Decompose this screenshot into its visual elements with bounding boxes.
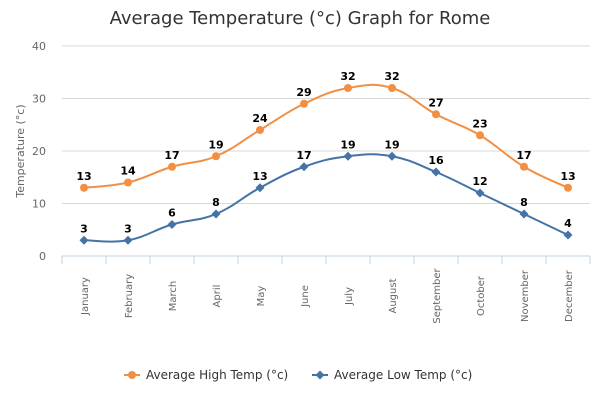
x-tick-label: September [432,267,443,323]
x-tick-label: April [212,285,223,308]
series-2-point[interactable] [167,220,177,229]
series-2-data-label: 3 [80,222,88,235]
series-1-data-label: 13 [560,170,575,183]
legend[interactable]: Average High Temp (°c) Average Low Temp (… [124,368,472,382]
series-2-data-label: 3 [124,222,132,235]
series-1-data-label: 24 [252,112,268,125]
series-2-data-label: 8 [520,196,528,209]
series-1-point[interactable] [520,162,528,171]
y-tick-label: 10 [32,198,46,211]
x-tick-label: July [344,287,355,306]
legend-marker [315,370,325,380]
series-1-point[interactable] [256,126,264,134]
legend-item-2[interactable]: Average Low Temp (°c) [312,368,472,382]
series-1-point[interactable] [124,178,132,187]
y-axis-label: Temperature (°c) [14,104,27,198]
y-axis-ticks: 0 10 20 30 40 [32,40,46,263]
x-tick-label: August [388,278,399,313]
series-1-data-label: 32 [384,70,399,83]
series-2-point[interactable] [79,235,89,245]
y-tick-label: 40 [32,40,46,53]
series-2-point[interactable] [519,209,529,219]
series-2 [79,151,573,245]
x-axis: January February March April May June July Augu… [61,255,591,324]
x-tick-label: June [300,285,311,308]
series-1-point[interactable] [388,84,396,92]
series-2-data-label: 17 [296,149,311,162]
series-2-point[interactable] [255,183,265,193]
x-tick-label: May [256,286,267,307]
legend-label: Average Low Temp (°c) [334,368,472,382]
x-tick-label: March [168,281,179,311]
series-1-data-label: 29 [296,86,311,99]
series-2-point[interactable] [123,235,133,245]
legend-item-1[interactable]: Average High Temp (°c) [124,368,288,382]
chart-title: Average Temperature (°c) Graph for Rome [110,8,491,29]
series-1-point[interactable] [212,152,220,161]
series-2-point[interactable] [431,167,441,177]
series-1-data-label: 27 [428,96,443,109]
series-2-data-label: 12 [472,175,487,188]
series-1-data-label: 13 [76,170,91,183]
series-1-data-label: 14 [120,165,136,178]
series-2-data-label: 16 [428,154,444,167]
series-2-data-label: 4 [564,217,572,230]
grid-lines [62,45,590,257]
series-1-point[interactable] [344,84,352,92]
series-2-line [83,153,569,243]
series-1-point[interactable] [564,183,572,192]
series-2-data-label: 13 [252,170,267,183]
series-2-point[interactable] [475,188,485,198]
series-1-data-label: 19 [208,138,223,151]
series-1-data-label: 32 [340,70,355,83]
series-1-point[interactable] [476,131,484,140]
series-1-point[interactable] [300,99,308,108]
x-tick-label: November [520,269,531,322]
series-1-point[interactable] [168,162,176,171]
series-1-point[interactable] [432,110,440,119]
y-tick-label: 0 [39,250,46,263]
series-2-point[interactable] [299,162,309,172]
series-2-point[interactable] [343,151,353,161]
series-1-data-label: 17 [516,149,531,162]
x-tick-label: October [476,275,487,316]
y-tick-label: 20 [32,145,46,158]
legend-marker [128,371,136,379]
series-2-point[interactable] [211,209,221,219]
series-2-point[interactable] [563,230,573,240]
data-labels: 13 14 17 19 24 29 32 32 27 23 17 13 3 3 6 8 13 17 19 19 16 12… [76,70,575,235]
series-1 [80,83,572,192]
x-tick-label: January [80,277,91,316]
series-layer [79,83,573,245]
legend-label: Average High Temp (°c) [146,368,288,382]
x-tick-label: February [124,274,135,318]
series-1-point[interactable] [80,183,88,192]
series-2-data-label: 6 [168,207,176,220]
y-tick-label: 30 [32,93,46,106]
x-tick-label: December [564,269,575,322]
series-2-data-label: 19 [340,138,355,151]
series-1-line [83,83,569,189]
series-2-data-label: 19 [384,138,399,151]
series-2-data-label: 8 [212,196,220,209]
series-2-point[interactable] [387,151,397,161]
series-1-data-label: 17 [164,149,179,162]
series-1-data-label: 23 [472,117,487,130]
